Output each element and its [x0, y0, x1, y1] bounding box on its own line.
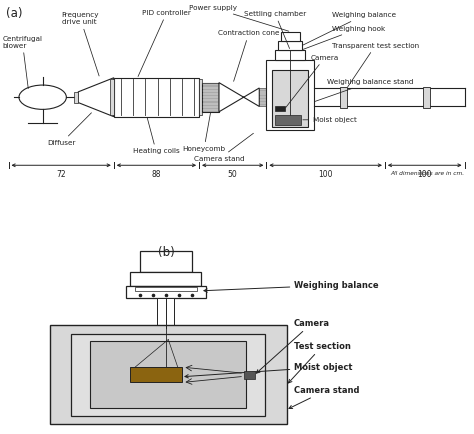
Text: Honeycomb: Honeycomb [182, 113, 226, 152]
Bar [259, 88, 266, 106]
Bar [340, 87, 347, 108]
Text: Moist object: Moist object [303, 117, 357, 123]
Bar [275, 106, 285, 111]
Text: Camera stand: Camera stand [289, 385, 359, 408]
Bar [130, 272, 201, 286]
Bar [275, 115, 301, 125]
Text: Camera stand: Camera stand [194, 133, 254, 161]
Polygon shape [219, 82, 259, 112]
Bar [130, 367, 182, 382]
Bar [140, 251, 192, 272]
Bar [275, 50, 306, 59]
Polygon shape [78, 78, 114, 117]
Bar [71, 334, 265, 416]
Text: Transparent test section: Transparent test section [332, 43, 419, 87]
Bar [110, 79, 114, 115]
Text: Power supply: Power supply [189, 5, 289, 31]
Text: Weighing balance: Weighing balance [303, 12, 396, 45]
Text: (b): (b) [157, 246, 174, 259]
Text: 72: 72 [56, 170, 66, 179]
Text: 50: 50 [228, 170, 237, 179]
Text: Weighing hook: Weighing hook [303, 26, 385, 49]
Text: Settling chamber: Settling chamber [244, 11, 306, 49]
Text: 88: 88 [152, 170, 161, 179]
Bar [281, 32, 300, 41]
Text: 100: 100 [319, 170, 333, 179]
Bar [135, 287, 197, 291]
Bar [126, 286, 206, 299]
Bar [157, 299, 174, 328]
Bar [272, 70, 308, 127]
Text: Frequency
drive unit: Frequency drive unit [62, 12, 99, 76]
Text: Centrifugal
blower: Centrifugal blower [2, 36, 42, 89]
Bar [74, 92, 78, 102]
Text: Weighing balance stand: Weighing balance stand [315, 79, 413, 102]
Bar [202, 82, 219, 112]
Bar [114, 78, 199, 117]
Text: Weighing balance: Weighing balance [204, 280, 379, 292]
Text: Camera: Camera [286, 55, 339, 108]
Bar [266, 59, 314, 130]
Text: (a): (a) [6, 7, 22, 20]
Bar [278, 41, 302, 50]
Text: Heating coils: Heating coils [133, 118, 180, 154]
Text: Diffuser: Diffuser [47, 113, 91, 146]
Bar [50, 325, 287, 424]
Text: Moist object: Moist object [185, 363, 352, 378]
Text: Camera: Camera [256, 319, 330, 373]
Bar [423, 87, 430, 108]
Text: PID controller: PID controller [138, 10, 191, 76]
Text: 100: 100 [418, 170, 432, 179]
Text: Contraction cone: Contraction cone [218, 30, 280, 81]
Text: Test section: Test section [289, 342, 351, 383]
Bar [199, 79, 202, 115]
Bar [244, 371, 255, 378]
Bar [90, 342, 246, 408]
Text: All dimensions are in cm.: All dimensions are in cm. [391, 171, 465, 176]
